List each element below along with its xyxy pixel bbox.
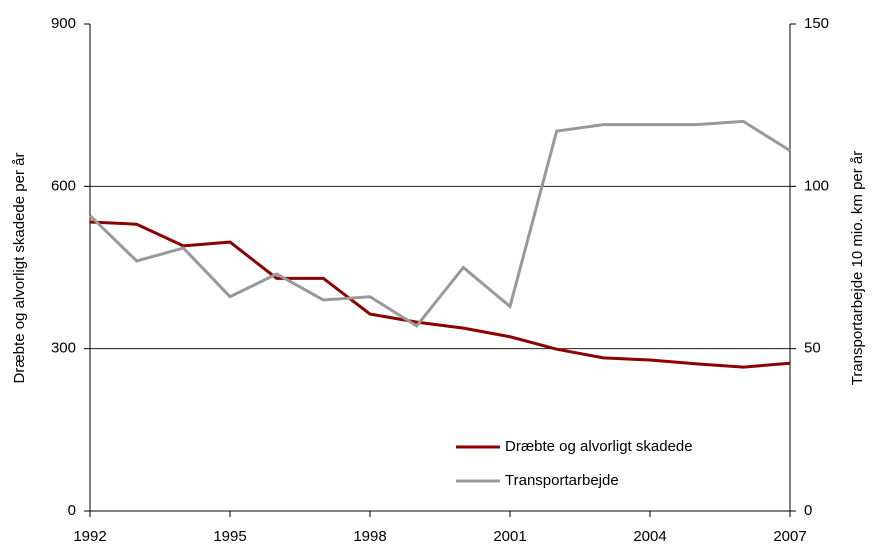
line [88, 119, 791, 328]
y2-tick-label: 50 [804, 340, 821, 357]
x-tick-label: 2007 [773, 528, 806, 545]
y-tick-label: 900 [51, 15, 76, 32]
x-tick-label: 1992 [73, 528, 106, 545]
legend-label: Transportarbejde [505, 472, 619, 489]
x-tick-label: 2004 [633, 528, 666, 545]
x-tick-label: 1998 [353, 528, 386, 545]
legend-label: Dræbte og alvorligt skadede [505, 438, 693, 455]
y-tick-label: 0 [68, 502, 76, 519]
y-tick-label: 300 [51, 340, 76, 357]
y2-tick-label: 150 [804, 15, 829, 32]
y2-tick-label: 0 [804, 502, 812, 519]
y-tick-label: 600 [51, 177, 76, 194]
y-axis-label: Dræbte og alvorligt skadede per år [11, 153, 28, 384]
y2-tick-label: 100 [804, 177, 829, 194]
x-tick-label: 2001 [493, 528, 526, 545]
y2-axis-label: Transportarbejde 10 mio. km per år [849, 151, 866, 386]
line [89, 220, 791, 369]
x-tick-label: 1995 [213, 528, 246, 545]
